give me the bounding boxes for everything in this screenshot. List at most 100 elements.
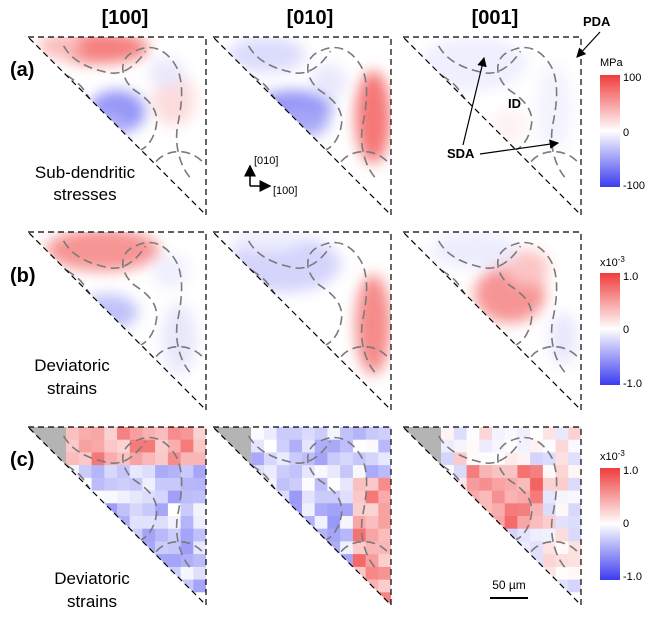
pixel-cell bbox=[555, 592, 569, 605]
pixel-cell bbox=[104, 490, 118, 504]
pixel-cell bbox=[403, 503, 417, 517]
pixel-cell bbox=[568, 503, 581, 517]
pixel-cell bbox=[555, 554, 569, 568]
pixel-cell bbox=[365, 477, 379, 491]
pixel-cell bbox=[352, 579, 366, 593]
pixel-cell bbox=[453, 579, 467, 593]
pixel-cell bbox=[403, 452, 417, 466]
pixel-cell bbox=[78, 516, 92, 530]
pixel-cell bbox=[213, 528, 227, 542]
dendrite-contour bbox=[62, 435, 147, 464]
pixel-cell bbox=[466, 566, 480, 580]
pixel-cell bbox=[302, 503, 316, 517]
pixel-cell bbox=[492, 541, 506, 555]
pixel-cell bbox=[180, 439, 194, 453]
pixel-cell bbox=[104, 465, 118, 479]
pixel-cell bbox=[492, 465, 506, 479]
pixel-cell bbox=[479, 452, 493, 466]
pixel-cell bbox=[276, 579, 290, 593]
pixel-cell bbox=[104, 541, 118, 555]
pixel-cell bbox=[428, 566, 442, 580]
pixel-cell bbox=[428, 541, 442, 555]
pixel-cell bbox=[378, 477, 391, 491]
colorbar-b-unit: x10-3 bbox=[600, 255, 625, 269]
pixel-cell bbox=[428, 490, 442, 504]
pixel-cell bbox=[504, 503, 518, 517]
row-c-caption-line-2: strains bbox=[67, 592, 117, 611]
pixel-cell bbox=[104, 554, 118, 568]
pixel-cell bbox=[53, 516, 67, 530]
pixel-cell bbox=[492, 439, 506, 453]
pixel-cell bbox=[276, 516, 290, 530]
colorbar-c-unit: x10-3 bbox=[600, 449, 625, 463]
pixel-cell bbox=[251, 541, 265, 555]
row-a-caption-line-2: stresses bbox=[53, 185, 116, 204]
pixel-cell bbox=[91, 439, 105, 453]
pixel-cell bbox=[428, 503, 442, 517]
row-b-caption-line-1: Deviatoric bbox=[34, 356, 110, 375]
pixel-cell bbox=[415, 477, 429, 491]
pixel-cell bbox=[517, 528, 531, 542]
panel-outline bbox=[211, 231, 392, 412]
pixel-cell bbox=[213, 490, 227, 504]
pixel-cell bbox=[238, 554, 252, 568]
pixel-cell bbox=[167, 592, 181, 605]
pixel-cell bbox=[314, 579, 328, 593]
pixel-cell bbox=[213, 592, 227, 605]
pixel-cell bbox=[155, 516, 169, 530]
pixel-cell bbox=[517, 490, 531, 504]
pixel-cell bbox=[238, 566, 252, 580]
pixel-cell bbox=[276, 503, 290, 517]
pixel-cell bbox=[441, 516, 455, 530]
pixel-cell bbox=[403, 439, 417, 453]
pixel-cell bbox=[213, 516, 227, 530]
colorbar-stress-max: 100 bbox=[623, 72, 641, 84]
pixel-cell bbox=[466, 427, 480, 441]
pixel-cell bbox=[193, 503, 206, 517]
pixel-cell bbox=[40, 566, 54, 580]
pixel-cell bbox=[555, 452, 569, 466]
pixel-cell bbox=[193, 439, 206, 453]
pixel-cell bbox=[479, 566, 493, 580]
pixel-cell bbox=[142, 503, 156, 517]
pixel-cell bbox=[117, 503, 131, 517]
pixel-cell bbox=[403, 579, 417, 593]
pixel-cell bbox=[263, 579, 277, 593]
colorbar-b-unit-exp: -3 bbox=[618, 255, 626, 264]
pixel-cell bbox=[403, 566, 417, 580]
pixel-cell bbox=[142, 528, 156, 542]
dendrite-contour bbox=[147, 540, 203, 592]
pixel-cell bbox=[66, 516, 80, 530]
field-blob bbox=[420, 37, 528, 91]
pixel-cell bbox=[415, 528, 429, 542]
pixel-cell bbox=[263, 592, 277, 605]
pixel-cell bbox=[302, 579, 316, 593]
pixel-cell bbox=[415, 465, 429, 479]
pixel-cell bbox=[129, 579, 143, 593]
pixel-cell bbox=[352, 477, 366, 491]
pixel-cell bbox=[302, 541, 316, 555]
pixel-cell bbox=[453, 541, 467, 555]
dendrite-contour bbox=[62, 45, 147, 74]
pixel-cell bbox=[180, 477, 194, 491]
pixel-cell bbox=[378, 579, 391, 593]
pixel-cell bbox=[453, 452, 467, 466]
pixel-cell bbox=[403, 528, 417, 542]
pixel-cell bbox=[530, 566, 544, 580]
sda-arrow-up bbox=[462, 56, 487, 146]
pixel-cell bbox=[251, 554, 265, 568]
pixel-cell bbox=[555, 566, 569, 580]
pixel-cell bbox=[302, 465, 316, 479]
pixel-cell bbox=[117, 465, 131, 479]
pixel-cell bbox=[517, 477, 531, 491]
colorbar-b-scale bbox=[600, 273, 620, 385]
dendrite-contour bbox=[437, 45, 522, 74]
pixel-cell bbox=[415, 541, 429, 555]
pixel-cell bbox=[251, 516, 265, 530]
pixel-cell bbox=[289, 528, 303, 542]
pixel-cell bbox=[129, 516, 143, 530]
pixel-cell bbox=[238, 490, 252, 504]
dendrite-contour bbox=[522, 150, 578, 202]
pixel-cell bbox=[466, 592, 480, 605]
pixel-cell bbox=[53, 554, 67, 568]
